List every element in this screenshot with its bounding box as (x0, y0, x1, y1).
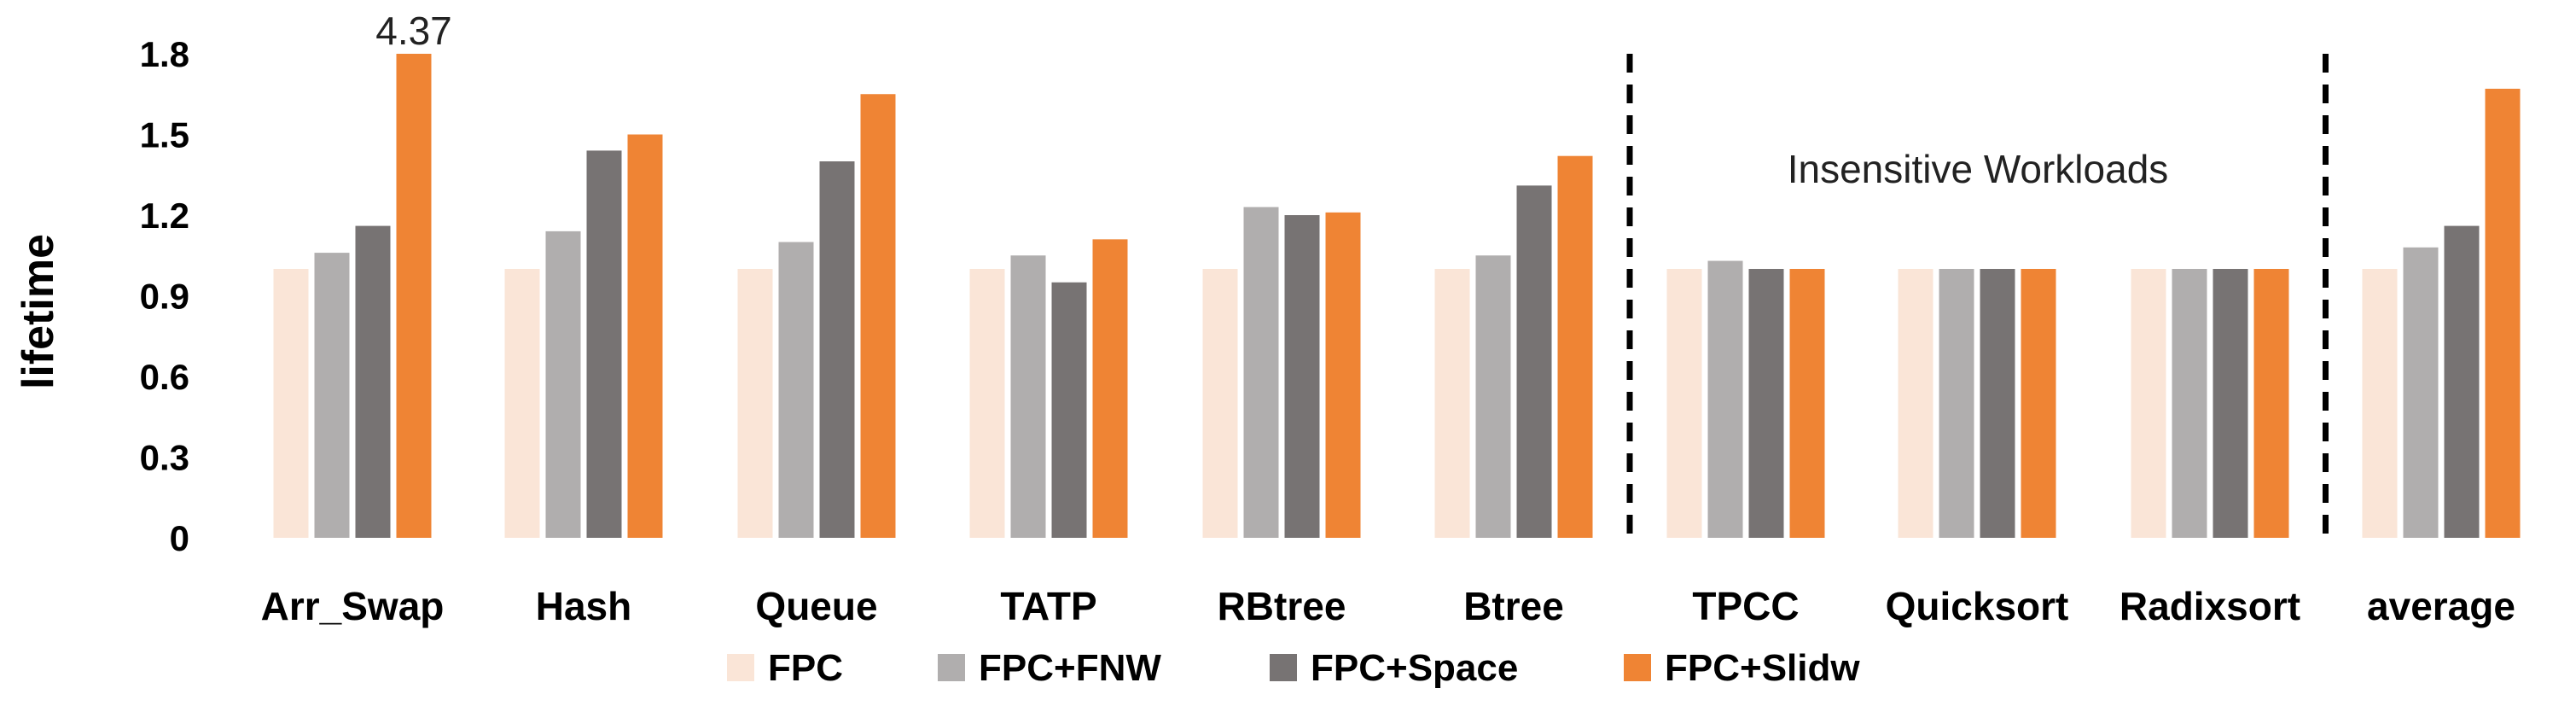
bar-fpc-space-hash (586, 150, 622, 538)
x-tick-label: Radixsort (2120, 584, 2300, 628)
bar-fpc-fnw-tatp (1010, 255, 1046, 538)
bar-group-arr-swap (273, 54, 432, 538)
bar-fpc-tpcc (1666, 269, 1702, 538)
bar-fpc-rbtree (1202, 269, 1238, 538)
bar-group-queue (737, 94, 896, 538)
bar-fpc-slidw-rbtree (1325, 212, 1361, 538)
bar-fpc-fnw-radixsort (2172, 269, 2207, 538)
legend-item-fpc: FPC (727, 647, 843, 689)
bar-fpc-queue (737, 269, 773, 538)
bar-fpc-fnw-btree (1475, 255, 1511, 538)
plot-area (273, 54, 2521, 539)
y-axis: 0 0.3 0.6 0.9 1.2 1.5 1.8 (140, 34, 189, 558)
bar-fpc-space-queue (819, 161, 855, 538)
y-tick-label: 0.3 (140, 438, 189, 478)
bar-fpc-fnw-quicksort (1939, 269, 1974, 538)
bar-fpc-fnw-tpcc (1707, 260, 1743, 538)
bar-fpc-fnw-queue (778, 242, 814, 538)
legend-label: FPC+Space (1311, 647, 1518, 689)
region-annotation: Insensitive Workloads (1788, 147, 2169, 191)
bar-group-quicksort (1898, 269, 2056, 538)
bar-fpc-fnw-arr-swap (314, 253, 350, 538)
legend-label: FPC+FNW (979, 647, 1161, 689)
bar-fpc-tatp (969, 269, 1005, 538)
bar-fpc-quicksort (1898, 269, 1933, 538)
bar-fpc-arr-swap (273, 269, 309, 538)
bar-fpc-space-tatp (1051, 282, 1087, 538)
bar-fpc-space-average (2444, 225, 2480, 538)
legend-label: FPC (768, 647, 843, 689)
x-tick-label: TATP (1000, 584, 1096, 628)
bar-fpc-slidw-radixsort (2253, 269, 2289, 538)
bar-group-rbtree (1202, 207, 1361, 539)
bar-fpc-btree (1434, 269, 1470, 538)
bar-fpc-fnw-rbtree (1243, 207, 1279, 539)
bar-fpc-space-radixsort (2213, 269, 2248, 538)
x-tick-label: TPCC (1692, 584, 1799, 628)
bar-group-radixsort (2131, 269, 2289, 538)
bar-group-tatp (969, 239, 1128, 538)
x-tick-label: average (2367, 584, 2515, 628)
bar-group-average (2362, 88, 2521, 538)
bar-fpc-average (2362, 269, 2398, 538)
y-tick-label: 1.5 (140, 115, 189, 155)
x-tick-label: Arr_Swap (261, 584, 445, 628)
bar-fpc-fnw-hash (545, 230, 581, 538)
x-tick-label: Quicksort (1886, 584, 2069, 628)
bar-fpc-slidw-arr-swap (396, 54, 432, 538)
bar-fpc-space-quicksort (1980, 269, 2015, 538)
legend-item-fpc-space: FPC+Space (1270, 647, 1518, 689)
bar-fpc-slidw-btree (1557, 155, 1593, 538)
bar-fpc-space-arr-swap (355, 225, 391, 538)
bar-group-hash (504, 134, 663, 538)
data-label-overflow: 4.37 (375, 9, 452, 53)
bar-fpc-space-btree (1516, 185, 1552, 538)
y-tick-label: 0 (170, 518, 189, 558)
y-tick-label: 0.9 (140, 277, 189, 317)
x-tick-label: RBtree (1218, 584, 1346, 628)
bar-fpc-slidw-tpcc (1789, 269, 1825, 538)
x-tick-label: Hash (536, 584, 631, 628)
annotations: 4.37 Insensitive Workloads (375, 9, 2168, 191)
bar-fpc-slidw-average (2485, 88, 2521, 538)
bar-fpc-space-tpcc (1748, 269, 1784, 538)
legend-item-fpc-fnw: FPC+FNW (938, 647, 1161, 689)
bar-fpc-slidw-quicksort (2021, 269, 2056, 538)
x-axis-labels: Arr_Swap Hash Queue TATP RBtree Btree TPCC Quic… (261, 584, 2515, 628)
legend-swatch (1624, 654, 1651, 681)
legend-swatch (727, 654, 754, 681)
bar-fpc-slidw-queue (860, 94, 896, 538)
y-tick-label: 1.8 (140, 34, 189, 74)
bar-fpc-fnw-average (2403, 247, 2439, 538)
legend: FPC FPC+FNW FPC+Space FPC+Slidw (727, 647, 1860, 689)
legend-item-fpc-slidw: FPC+Slidw (1624, 647, 1860, 689)
x-tick-label: Queue (755, 584, 877, 628)
bar-fpc-slidw-tatp (1092, 239, 1128, 538)
bar-fpc-space-rbtree (1284, 215, 1320, 538)
y-tick-label: 0.6 (140, 357, 189, 397)
y-tick-label: 1.2 (140, 195, 189, 236)
bar-fpc-slidw-hash (627, 134, 663, 538)
bar-group-tpcc (1666, 260, 1825, 538)
legend-swatch (1270, 654, 1297, 681)
bar-fpc-hash (504, 269, 540, 538)
y-axis-title: lifetime (14, 234, 63, 389)
legend-label: FPC+Slidw (1665, 647, 1860, 689)
separators (1626, 54, 2329, 538)
bar-fpc-radixsort (2131, 269, 2166, 538)
bar-group-btree (1434, 155, 1593, 538)
x-tick-label: Btree (1463, 584, 1564, 628)
legend-swatch (938, 654, 965, 681)
